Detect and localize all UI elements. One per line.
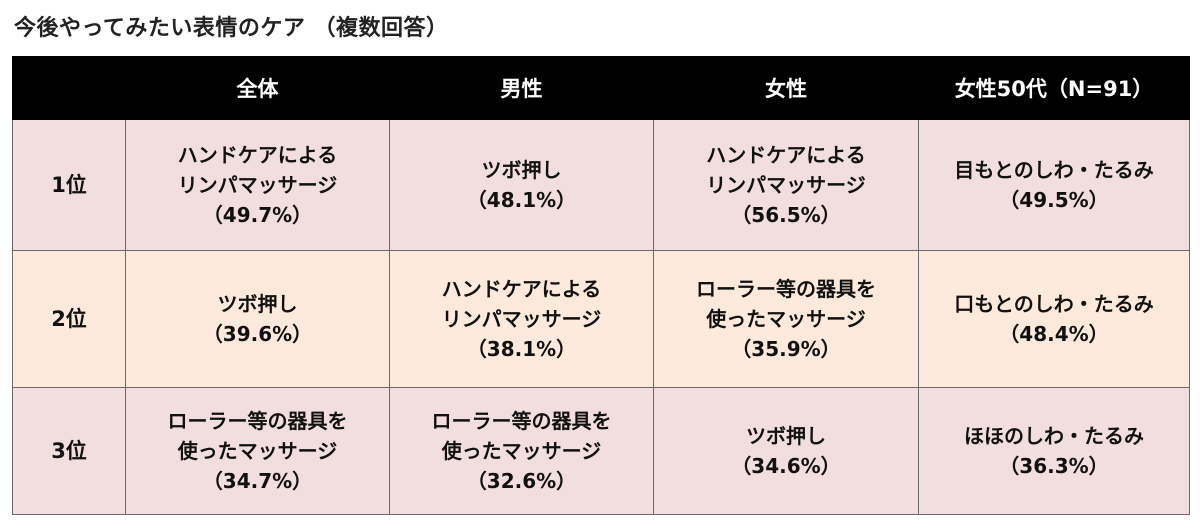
header-all: 全体 [125, 56, 390, 120]
rank-cell: 2位 [12, 250, 126, 388]
header-female: 女性 [653, 56, 919, 120]
table-cell: ローラー等の器具を 使ったマッサージ （32.6%） [389, 387, 654, 515]
cell-text: ツボ押し [481, 158, 562, 182]
table-row: 1位 ハンドケアによる リンパマッサージ （49.7%） ツボ押し （48.1%… [12, 119, 1190, 251]
ranking-table-container: 全体 男性 女性 女性50代（N=91） 1位 ハンドケアによる リンパマッサー… [12, 56, 1190, 515]
table-cell: ツボ押し （48.1%） [389, 119, 654, 251]
table-cell: 目もとのしわ・たるみ （49.5%） [918, 119, 1190, 251]
table-cell: ハンドケアによる リンパマッサージ （56.5%） [653, 119, 919, 251]
cell-percentage: （56.5%） [731, 203, 841, 227]
cell-percentage: （49.5%） [999, 188, 1109, 212]
cell-text: ハンドケアによる [177, 143, 338, 167]
cell-percentage: （34.6%） [731, 454, 841, 478]
cell-percentage: （36.3%） [999, 454, 1109, 478]
cell-text: ハンドケアによる [441, 277, 602, 301]
header-male: 男性 [389, 56, 654, 120]
rank-cell: 3位 [12, 387, 126, 515]
table-cell: ツボ押し （34.6%） [653, 387, 919, 515]
page-title: 今後やってみたい表情のケア （複数回答） [14, 16, 449, 41]
cell-text: 使ったマッサージ [706, 307, 866, 331]
cell-text: 使ったマッサージ [441, 439, 602, 463]
table-cell: 口もとのしわ・たるみ （48.4%） [918, 250, 1190, 388]
cell-text: リンパマッサージ [441, 307, 602, 331]
cell-text: ツボ押し [746, 424, 826, 448]
cell-percentage: （32.6%） [466, 469, 577, 493]
header-corner [12, 56, 126, 120]
table-cell: ハンドケアによる リンパマッサージ （49.7%） [125, 119, 390, 251]
table-row: 2位 ツボ押し （39.6%） ハンドケアによる リンパマッサージ （38.1%… [12, 250, 1190, 388]
cell-text: ハンドケアによる [706, 143, 866, 167]
cell-text: 口もとのしわ・たるみ [954, 292, 1154, 316]
header-female-50s: 女性50代（N=91） [918, 56, 1190, 120]
table-cell: ほほのしわ・たるみ （36.3%） [918, 387, 1190, 515]
cell-text: ほほのしわ・たるみ [964, 424, 1144, 448]
cell-percentage: （48.1%） [466, 188, 577, 212]
cell-text: ローラー等の器具を [696, 277, 876, 301]
rank-cell: 1位 [12, 119, 126, 251]
table-cell: ツボ押し （39.6%） [125, 250, 390, 388]
header-row: 全体 男性 女性 女性50代（N=91） [12, 56, 1190, 120]
cell-percentage: （34.7%） [202, 469, 313, 493]
table-cell: ハンドケアによる リンパマッサージ （38.1%） [389, 250, 654, 388]
cell-text: 使ったマッサージ [177, 439, 338, 463]
cell-percentage: （35.9%） [731, 337, 841, 361]
cell-percentage: （48.4%） [999, 322, 1109, 346]
table-row: 3位 ローラー等の器具を 使ったマッサージ （34.7%） ローラー等の器具を … [12, 387, 1190, 515]
cell-text: リンパマッサージ [177, 173, 338, 197]
cell-text: ローラー等の器具を [167, 409, 348, 433]
cell-percentage: （39.6%） [202, 322, 313, 346]
cell-text: リンパマッサージ [706, 173, 866, 197]
ranking-table: 全体 男性 女性 女性50代（N=91） 1位 ハンドケアによる リンパマッサー… [12, 56, 1190, 515]
cell-text: ローラー等の器具を [431, 409, 612, 433]
cell-text: 目もとのしわ・たるみ [954, 158, 1154, 182]
cell-text: ツボ押し [217, 292, 298, 316]
cell-percentage: （49.7%） [202, 203, 313, 227]
table-cell: ローラー等の器具を 使ったマッサージ （34.7%） [125, 387, 390, 515]
table-cell: ローラー等の器具を 使ったマッサージ （35.9%） [653, 250, 919, 388]
cell-percentage: （38.1%） [466, 337, 577, 361]
